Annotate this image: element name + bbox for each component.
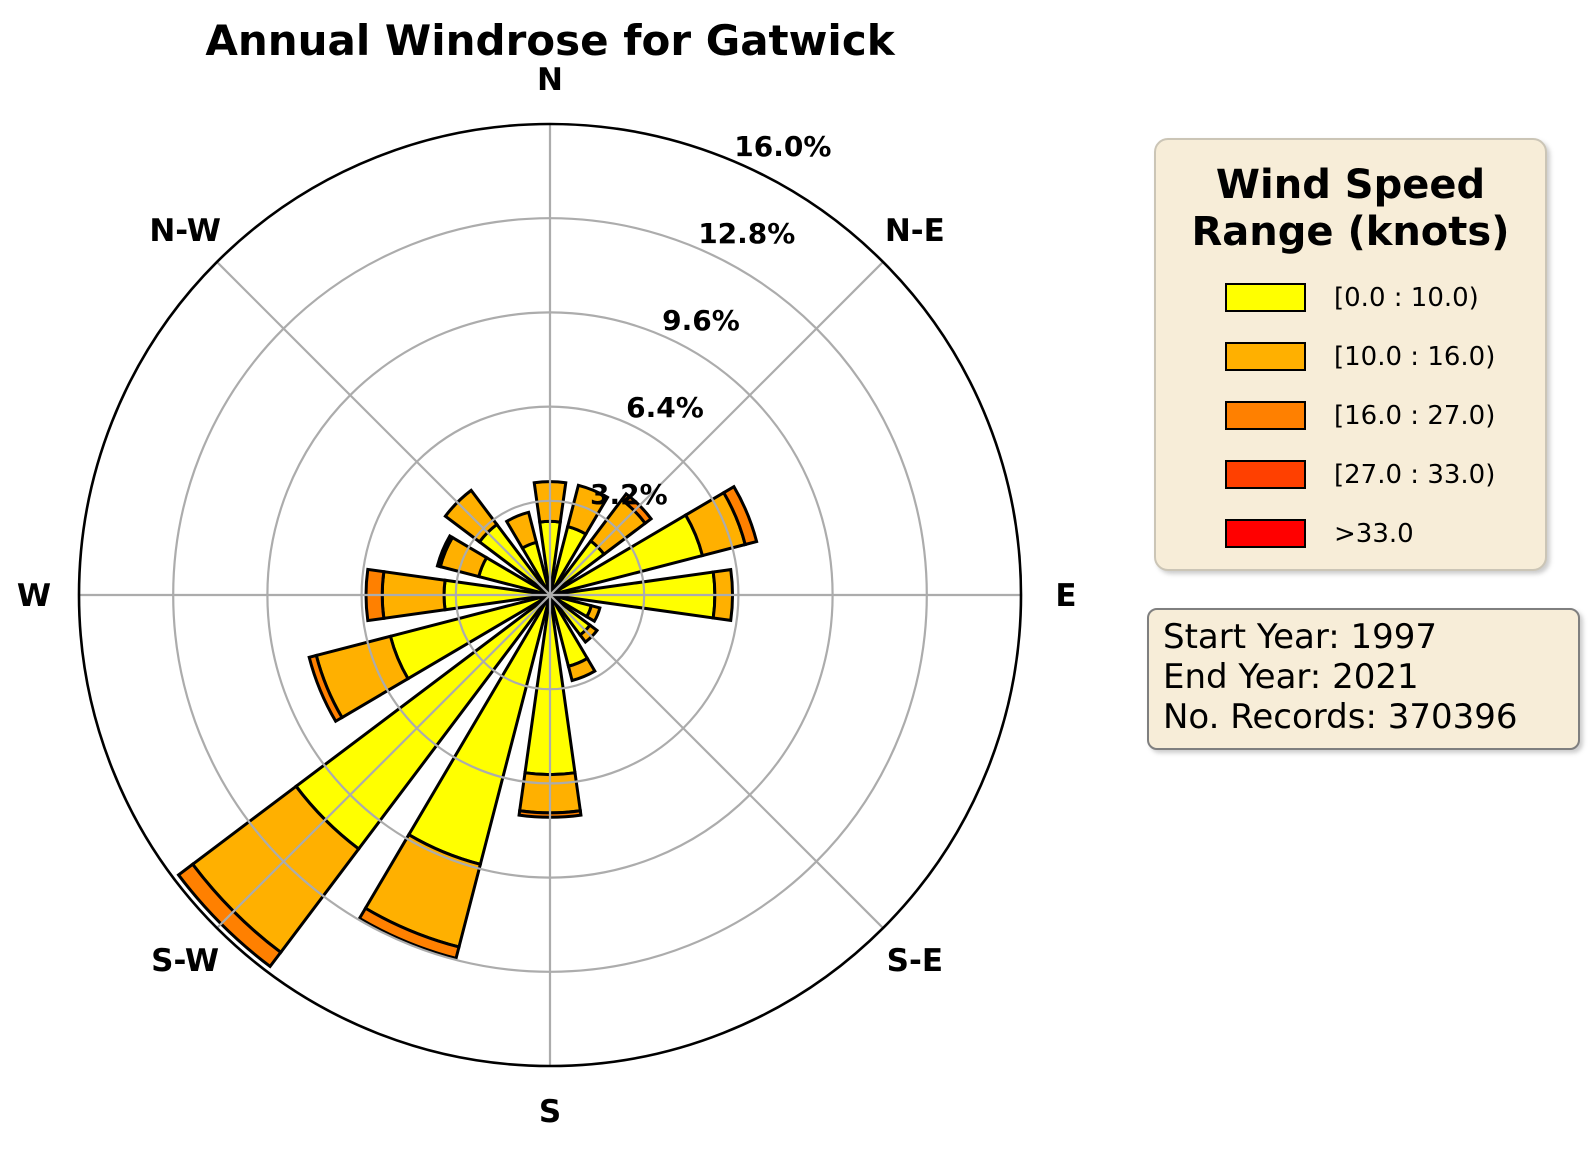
legend-item-3: [27.0 : 33.0) bbox=[1225, 459, 1545, 490]
info-start-year: Start Year: 1997 bbox=[1163, 617, 1438, 657]
grid-ring-3.2 bbox=[454, 499, 646, 691]
grid-spoke-45 bbox=[549, 261, 884, 596]
grid-ring-6.4 bbox=[360, 405, 740, 785]
legend-item-label: [16.0 : 27.0) bbox=[1334, 400, 1496, 431]
r-tick-label-9.6%: 9.6% bbox=[662, 304, 740, 337]
wind-speed-legend: Wind Speed Range (knots) [0.0 : 10.0) [10… bbox=[1154, 138, 1547, 571]
compass-label-N-W: N-W bbox=[149, 213, 221, 249]
r-tick-label-12.8%: 12.8% bbox=[698, 217, 795, 250]
legend-item-2: [16.0 : 27.0) bbox=[1225, 400, 1545, 431]
legend-item-1: [10.0 : 16.0) bbox=[1225, 341, 1545, 372]
radial-tick-labels: 3.2% 6.4% 9.6% 12.8% 16.0% bbox=[590, 130, 831, 511]
compass-label-N: N bbox=[537, 62, 563, 98]
legend-item-label: >33.0 bbox=[1334, 518, 1414, 549]
polar-grid bbox=[77, 122, 1023, 1068]
legend-title-line2: Range (knots) bbox=[1191, 209, 1510, 255]
windrose-sector-WSW-series2 bbox=[307, 653, 345, 724]
legend-swatch bbox=[1225, 283, 1306, 312]
compass-label-E: E bbox=[1055, 578, 1076, 614]
windrose-bars bbox=[176, 480, 759, 969]
grid-ring-9.6 bbox=[266, 311, 834, 879]
compass-label-S-E: S-E bbox=[887, 943, 943, 979]
legend-swatch bbox=[1225, 401, 1306, 430]
legend-swatch bbox=[1225, 519, 1306, 548]
legend-item-0: [0.0 : 10.0) bbox=[1225, 282, 1545, 313]
legend-title-line1: Wind Speed bbox=[1215, 162, 1486, 208]
chart-title: Annual Windrose for Gatwick bbox=[205, 16, 895, 65]
grid-spoke-315 bbox=[216, 261, 551, 596]
legend-title: Wind Speed Range (knots) bbox=[1156, 162, 1545, 256]
legend-swatch bbox=[1225, 460, 1306, 489]
compass-label-S-W: S-W bbox=[151, 943, 219, 979]
legend-item-label: [0.0 : 10.0) bbox=[1334, 282, 1479, 313]
direction-labels: N N-E E S-E S S-W W N-W bbox=[17, 62, 1077, 1130]
grid-ring-16 bbox=[77, 122, 1023, 1068]
legend-item-4: >33.0 bbox=[1225, 518, 1545, 549]
windrose-sector-NNW-series1 bbox=[504, 510, 539, 551]
compass-label-W: W bbox=[17, 578, 51, 614]
info-records: No. Records: 370396 bbox=[1163, 697, 1518, 737]
windrose-sector-ESE-series1 bbox=[584, 603, 602, 624]
compass-label-N-E: N-E bbox=[885, 213, 945, 249]
grid-ring-12.8 bbox=[172, 217, 928, 973]
info-box: Start Year: 1997 End Year: 2021 No. Reco… bbox=[1147, 608, 1580, 750]
legend-item-label: [27.0 : 33.0) bbox=[1334, 459, 1496, 490]
info-end-year: End Year: 2021 bbox=[1163, 657, 1419, 697]
windrose-sector-SSW-series2 bbox=[357, 906, 461, 961]
windrose-sector-WNW-series2 bbox=[435, 533, 455, 569]
legend-items: [0.0 : 10.0) [10.0 : 16.0) [16.0 : 27.0) [2… bbox=[1225, 282, 1545, 549]
windrose-sector-ENE-series2 bbox=[721, 484, 759, 547]
grid-spoke-225 bbox=[216, 594, 551, 929]
legend-swatch bbox=[1225, 342, 1306, 371]
compass-label-S: S bbox=[539, 1094, 561, 1130]
legend-item-label: [10.0 : 16.0) bbox=[1334, 341, 1496, 372]
r-tick-label-6.4%: 6.4% bbox=[626, 391, 704, 424]
windrose-sector-SSE-series1 bbox=[566, 656, 597, 683]
grid-spoke-135 bbox=[549, 594, 884, 929]
r-tick-label-3.2%: 3.2% bbox=[590, 478, 668, 511]
r-tick-label-16.0%: 16.0% bbox=[734, 130, 831, 163]
